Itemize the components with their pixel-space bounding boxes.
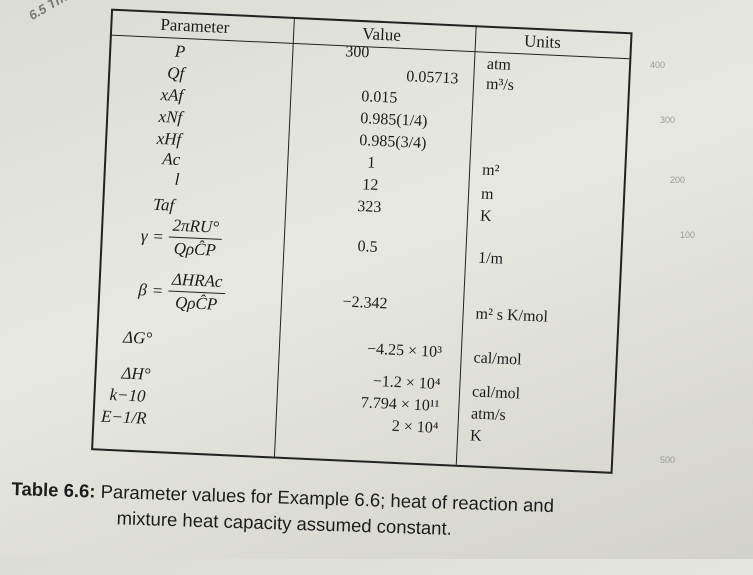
bleed-through-text: 200 (670, 175, 686, 185)
formula-beta: β = ΔHRAc QρĈP (137, 268, 226, 315)
param-xAf: xAf (160, 84, 184, 105)
equals-sign: = (152, 280, 163, 300)
unit-beta: m² s K/mol (475, 305, 549, 326)
unit-deltaG: cal/mol (473, 349, 522, 369)
header-parameter: Parameter (160, 14, 230, 38)
formula-gamma: γ = 2πRU° QρĈP (140, 214, 223, 261)
unit-Qf: m³/s (485, 75, 515, 94)
unit-P: atm (486, 55, 512, 74)
caption-label: Table 6.6: (11, 477, 96, 502)
fraction-denominator: QρĈP (173, 238, 217, 260)
header-units: Units (523, 31, 562, 53)
param-deltaH: ΔH° (121, 363, 151, 384)
param-Taf: Taf (152, 194, 175, 215)
param-l: l (174, 169, 180, 189)
fraction-denominator: QρĈP (174, 292, 218, 314)
fraction-numerator: 2πRU° (169, 215, 223, 240)
header-value: Value (361, 24, 402, 45)
param-Qf: Qf (166, 63, 185, 84)
bleed-through-text: 300 (660, 115, 676, 125)
fraction: ΔHRAc QρĈP (167, 269, 226, 316)
bleed-through-text: 100 (680, 230, 696, 240)
param-gamma: γ (140, 225, 148, 246)
param-beta: β (137, 279, 148, 300)
unit-gamma: 1/m (477, 249, 504, 268)
param-E-1-over-R: E−1/R (100, 406, 147, 428)
param-deltaG: ΔG° (122, 327, 153, 348)
bleed-through-text: 500 (660, 455, 676, 465)
unit-Taf: K (479, 207, 493, 226)
unit-deltaH: cal/mol (471, 383, 521, 403)
bleed-through-text: 400 (650, 60, 666, 70)
fraction-numerator: ΔHRAc (168, 269, 226, 295)
equals-sign: = (153, 226, 164, 246)
param-k-10: k−10 (109, 384, 146, 406)
unit-Ac: m² (481, 161, 500, 180)
param-xNf: xNf (158, 106, 183, 127)
unit-l: m (480, 185, 494, 204)
fraction: 2πRU° QρĈP (168, 215, 223, 261)
unit-k-10: atm/s (470, 405, 507, 424)
unit-E-1-over-R: K (469, 427, 483, 445)
param-P: P (174, 41, 186, 62)
